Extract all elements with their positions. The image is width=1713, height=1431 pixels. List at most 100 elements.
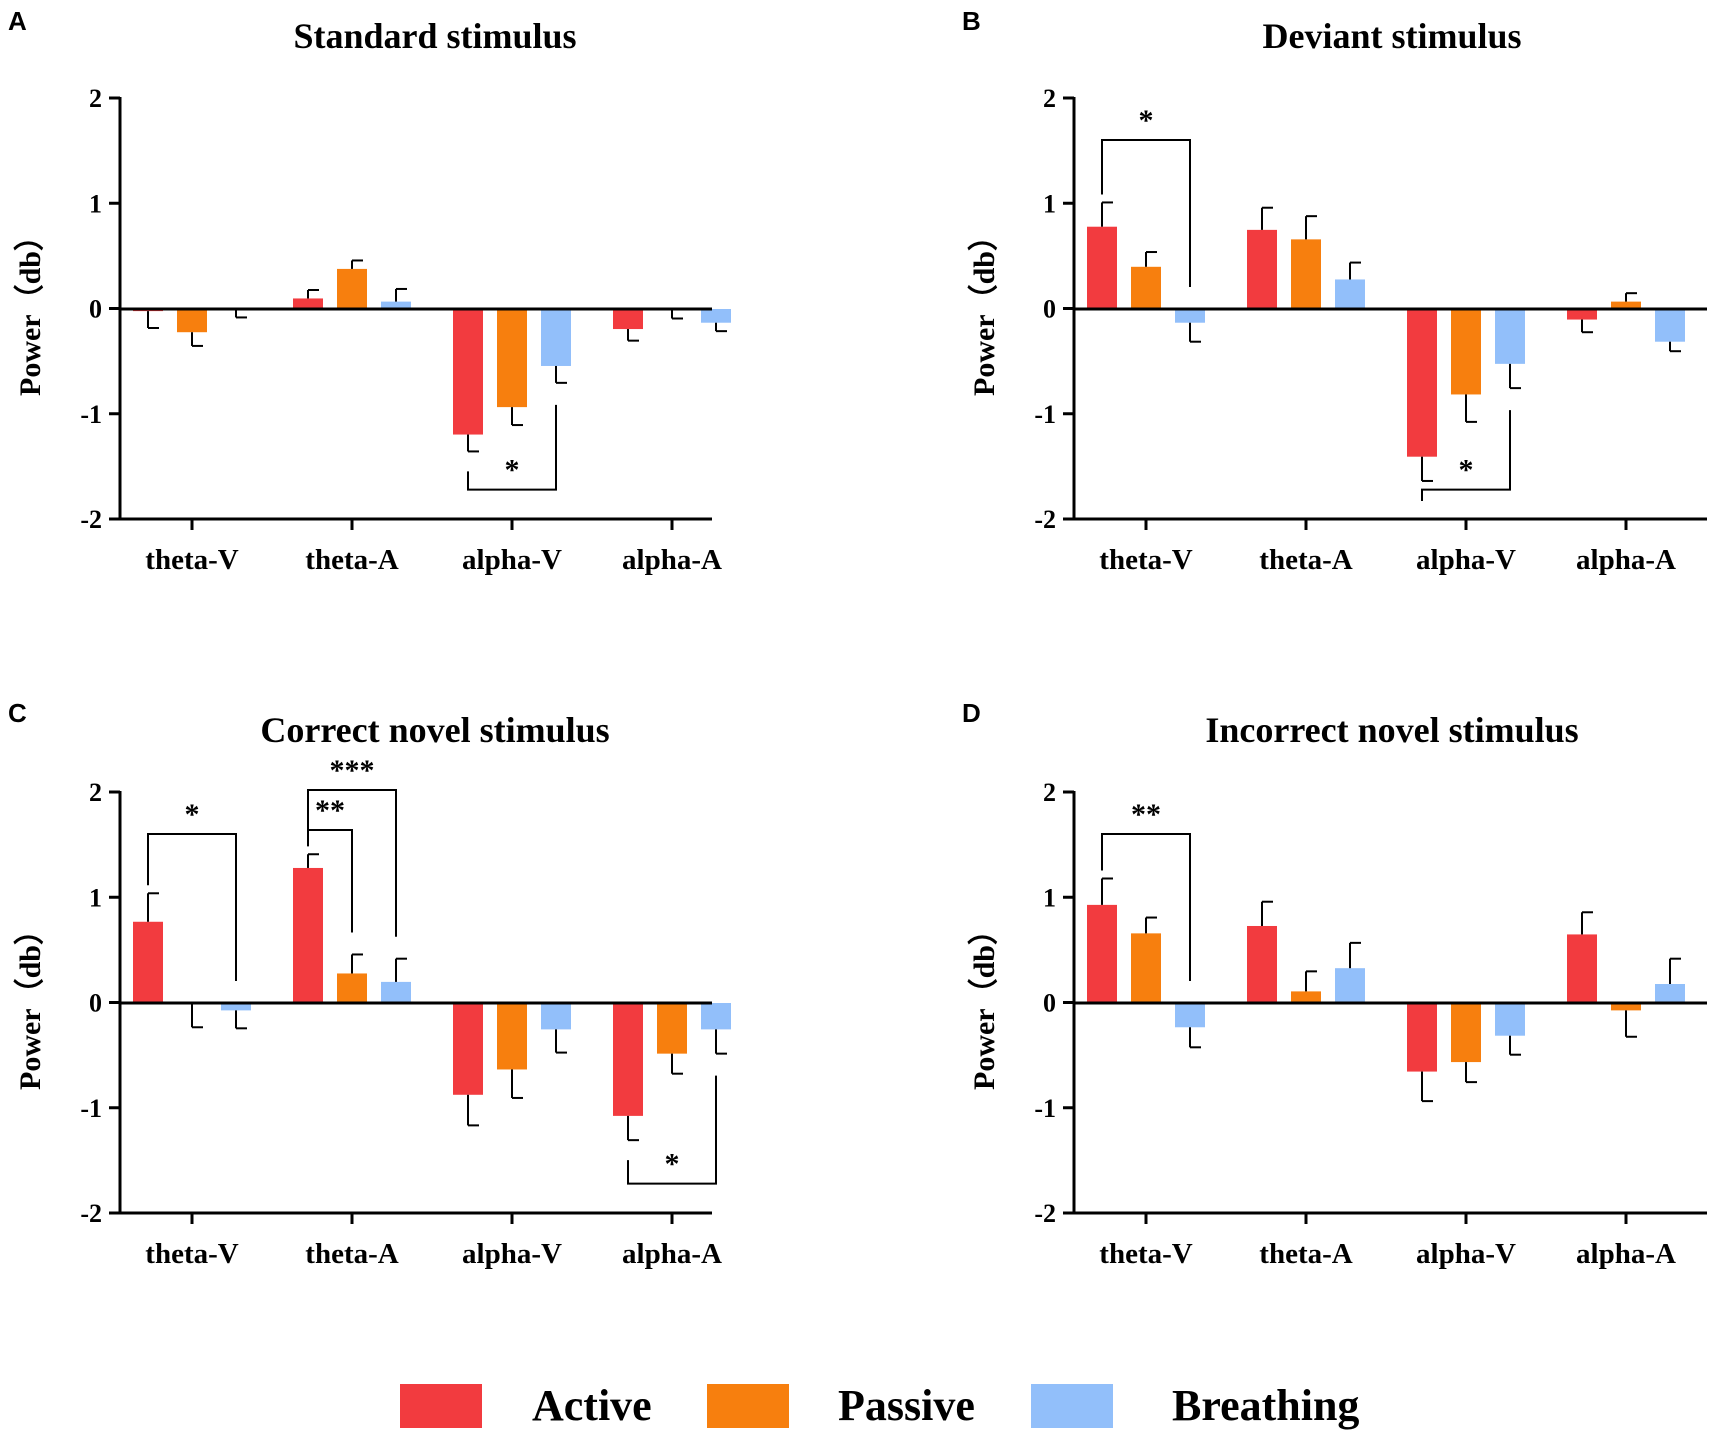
category-label: theta-V <box>1099 544 1192 576</box>
bar-breathing-alpha-A <box>701 309 731 323</box>
bar-active-alpha-A <box>613 1003 643 1116</box>
category-label: theta-V <box>1099 1238 1192 1270</box>
bar-breathing-theta-V <box>221 1003 251 1011</box>
category-label: theta-V <box>145 1238 238 1270</box>
panel-letter: B <box>962 6 981 36</box>
y-tick-label: -2 <box>1034 1199 1056 1228</box>
significance-marker: ** <box>315 794 345 827</box>
bar-breathing-alpha-A <box>1655 309 1685 342</box>
legend-label-active: Active <box>532 1381 652 1430</box>
legend-label-breathing: Breathing <box>1172 1381 1359 1430</box>
significance-marker: * <box>1459 454 1474 487</box>
bar-active-theta-A <box>293 298 323 309</box>
significance-marker: * <box>505 454 520 487</box>
significance-bracket <box>1421 410 1511 501</box>
bar-active-alpha-A <box>613 309 643 330</box>
category-label: alpha-A <box>1576 1238 1676 1270</box>
y-tick-label: 1 <box>1043 883 1056 912</box>
y-axis-label: Power（db） <box>13 221 47 396</box>
category-label: alpha-V <box>1416 544 1516 576</box>
category-label: theta-A <box>305 544 398 576</box>
bar-passive-alpha-V <box>1451 309 1481 395</box>
legend-swatch-breathing <box>1031 1384 1113 1428</box>
bar-active-alpha-V <box>1407 309 1437 457</box>
chart-title: Deviant stimulus <box>1262 16 1521 56</box>
y-tick-label: 1 <box>89 883 102 912</box>
bar-breathing-alpha-A <box>701 1003 731 1030</box>
y-tick-label: -2 <box>80 1199 102 1228</box>
chart-panel-b: B Deviant stimulus Power（db） 2 1 0 -1 -2 theta-V… <box>962 6 1707 576</box>
chart-title: Incorrect novel stimulus <box>1205 710 1578 750</box>
bar-passive-theta-V <box>1131 933 1161 1003</box>
category-label: alpha-V <box>462 544 562 576</box>
y-tick-label: 2 <box>89 84 102 113</box>
chart-panel-c: C Correct novel stimulus Power（db） 2 1 0 -1 -2 t… <box>8 698 731 1270</box>
category-label: theta-A <box>1259 544 1352 576</box>
bar-active-alpha-A <box>1567 934 1597 1003</box>
bar-passive-theta-V <box>1131 266 1161 309</box>
legend: Active Passive Breathing <box>400 1381 1359 1430</box>
category-label: alpha-A <box>622 1238 722 1270</box>
bar-active-alpha-V <box>1407 1003 1437 1072</box>
bar-breathing-alpha-V <box>541 1003 571 1030</box>
bar-passive-alpha-A <box>1611 301 1641 309</box>
chart-panel-a: A Standard stimulus Power（db） 2 1 0 -1 -2 theta-… <box>8 6 731 576</box>
significance-bracket <box>467 404 557 491</box>
y-tick-label: 0 <box>1043 295 1056 324</box>
y-tick-label: -1 <box>80 400 102 429</box>
significance-marker: *** <box>330 754 375 787</box>
category-label: alpha-A <box>1576 544 1676 576</box>
panel-letter: D <box>962 698 981 728</box>
significance-marker: ** <box>1131 798 1161 831</box>
category-label: theta-A <box>305 1238 398 1270</box>
bar-breathing-theta-A <box>381 981 411 1003</box>
y-axis-label: Power（db） <box>967 221 1001 396</box>
significance-bracket <box>627 1075 717 1185</box>
bar-breathing-alpha-V <box>541 309 571 366</box>
bar-active-theta-V <box>1087 904 1117 1003</box>
bar-passive-alpha-V <box>497 1003 527 1070</box>
category-label: alpha-V <box>1416 1238 1516 1270</box>
significance-bracket <box>1101 833 1191 981</box>
y-tick-label: 0 <box>89 989 102 1018</box>
legend-swatch-passive <box>707 1384 789 1428</box>
bar-active-theta-V <box>1087 226 1117 309</box>
bar-passive-theta-A <box>1291 239 1321 309</box>
bar-active-alpha-V <box>453 1003 483 1095</box>
bar-passive-theta-A <box>337 973 367 1003</box>
y-axis-label: Power（db） <box>967 915 1001 1090</box>
chart-title: Correct novel stimulus <box>260 710 609 750</box>
bar-passive-theta-V <box>177 309 207 333</box>
y-tick-label: 1 <box>1043 189 1056 218</box>
bar-active-theta-A <box>1247 229 1277 309</box>
significance-marker: * <box>1139 104 1154 137</box>
y-tick-label: 1 <box>89 189 102 218</box>
bar-active-theta-V <box>133 921 163 1003</box>
y-tick-label: -2 <box>1034 505 1056 534</box>
panel-letter: A <box>8 6 27 36</box>
significance-marker: * <box>665 1148 680 1181</box>
significance-bracket <box>307 789 397 937</box>
category-label: alpha-A <box>622 544 722 576</box>
legend-label-passive: Passive <box>838 1381 975 1430</box>
bar-active-theta-A <box>293 867 323 1003</box>
y-tick-label: 2 <box>1043 778 1056 807</box>
legend-swatch-active <box>400 1384 482 1428</box>
bar-breathing-alpha-V <box>1495 309 1525 364</box>
y-tick-label: 2 <box>89 778 102 807</box>
y-tick-label: -2 <box>80 505 102 534</box>
significance-bracket <box>147 833 237 981</box>
category-label: alpha-V <box>462 1238 562 1270</box>
category-label: theta-A <box>1259 1238 1352 1270</box>
y-tick-label: -1 <box>1034 1094 1056 1123</box>
chart-title: Standard stimulus <box>293 16 576 56</box>
significance-bracket <box>1101 139 1191 287</box>
bar-active-alpha-V <box>453 309 483 435</box>
bar-breathing-theta-A <box>1335 968 1365 1003</box>
bar-active-alpha-A <box>1567 309 1597 320</box>
bar-breathing-theta-A <box>381 301 411 309</box>
significance-marker: * <box>185 798 200 831</box>
y-tick-label: -1 <box>80 1094 102 1123</box>
y-tick-label: 2 <box>1043 84 1056 113</box>
bar-passive-alpha-A <box>1611 1003 1641 1011</box>
